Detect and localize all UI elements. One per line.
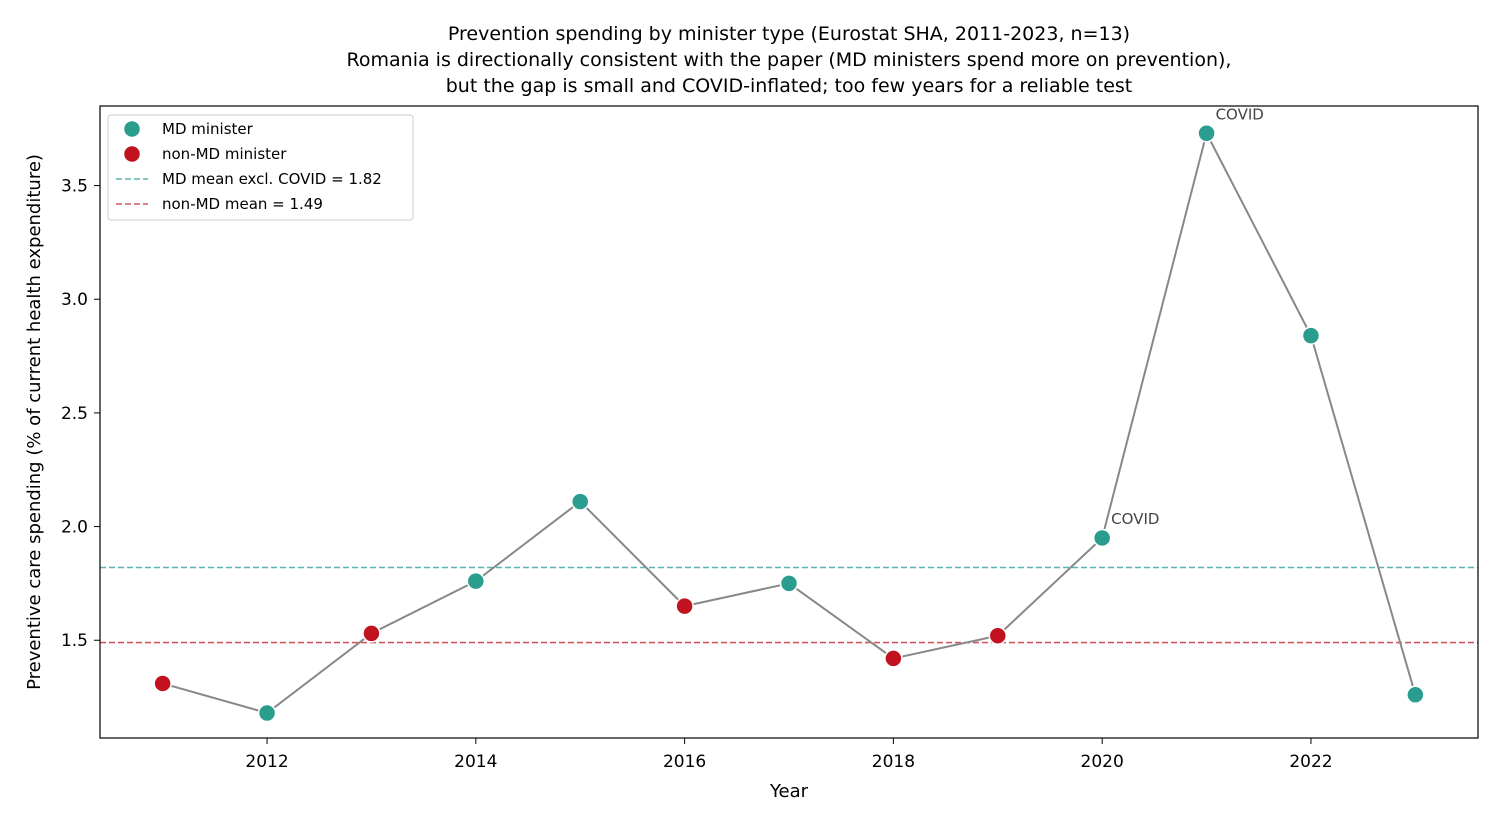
x-tick-label-2012: 2012 bbox=[245, 752, 288, 772]
legend-frame bbox=[107, 114, 414, 221]
y-tick-label-3: 3.0 bbox=[61, 290, 88, 310]
data-point-2016 bbox=[675, 596, 694, 616]
data-point-2023 bbox=[1406, 685, 1425, 705]
y-tick-label-3.5: 3.5 bbox=[61, 177, 88, 197]
x-tick-label-2014: 2014 bbox=[454, 752, 497, 772]
legend: MD minister non-MD minister MD mean excl. … bbox=[107, 114, 414, 221]
y-tick-label-2: 2.0 bbox=[61, 518, 88, 538]
legend-marker-1 bbox=[122, 144, 142, 164]
x-axis-ticks: 2012 2014 2016 2018 2020 2022 bbox=[245, 738, 1333, 772]
annotations: COVID COVID bbox=[1111, 105, 1264, 528]
legend-label-0: MD minister bbox=[162, 120, 254, 138]
y-tick-label-2.5: 2.5 bbox=[61, 404, 88, 424]
title-line-2: Romania is directionally consistent with… bbox=[347, 49, 1232, 71]
data-point-2019 bbox=[988, 626, 1008, 645]
data-point-2021 bbox=[1197, 124, 1216, 143]
data-point-2018 bbox=[884, 649, 903, 668]
legend-label-3: non-MD mean = 1.49 bbox=[162, 195, 323, 213]
data-point-2015 bbox=[570, 492, 590, 511]
legend-label-2: MD mean excl. COVID = 1.82 bbox=[162, 170, 382, 188]
y-tick-label-1.5: 1.5 bbox=[61, 631, 88, 651]
title-line-3: but the gap is small and COVID-inflated;… bbox=[446, 75, 1133, 97]
data-point-2014 bbox=[466, 571, 486, 591]
x-tick-label-2022: 2022 bbox=[1289, 752, 1332, 772]
data-point-2022 bbox=[1301, 326, 1321, 345]
data-point-2020 bbox=[1092, 528, 1112, 548]
x-axis-label: Year bbox=[769, 781, 809, 802]
title-line-1: Prevention spending by minister type (Eu… bbox=[448, 23, 1130, 45]
data-point-2013 bbox=[362, 624, 381, 643]
legend-label-1: non-MD minister bbox=[162, 145, 287, 163]
chart-title: Prevention spending by minister type (Eu… bbox=[347, 23, 1232, 97]
legend-marker-0 bbox=[122, 119, 142, 139]
x-tick-label-2020: 2020 bbox=[1081, 752, 1124, 772]
y-axis-label: Preventive care spending (% of current h… bbox=[24, 154, 45, 690]
y-axis-ticks: 1.5 2.0 2.5 3.0 3.5 bbox=[61, 177, 100, 651]
data-points bbox=[153, 124, 1425, 723]
reference-lines bbox=[100, 566, 1478, 644]
data-point-2011 bbox=[153, 674, 172, 693]
annotation-0: COVID bbox=[1111, 510, 1159, 528]
data-point-2017 bbox=[779, 574, 799, 593]
annotation-1: COVID bbox=[1216, 105, 1264, 123]
data-point-2012 bbox=[257, 703, 277, 723]
x-tick-label-2018: 2018 bbox=[872, 752, 915, 772]
plot-frame bbox=[99, 105, 1479, 739]
x-tick-label-2016: 2016 bbox=[663, 752, 706, 772]
